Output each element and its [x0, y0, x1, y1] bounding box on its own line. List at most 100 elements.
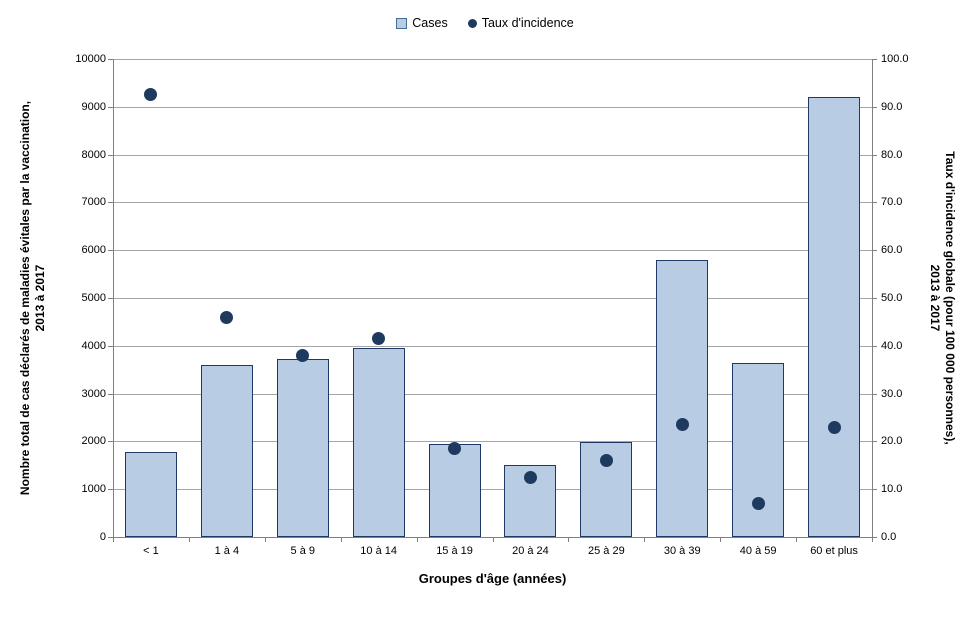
right-axis-tick-label: 90.0: [881, 100, 903, 113]
right-axis-tick: [872, 537, 877, 538]
x-axis-tick: [644, 537, 646, 542]
left-axis-tick-label: 1000: [81, 483, 106, 496]
right-axis-tick-label: 30.0: [881, 387, 903, 400]
right-axis-tick-label: 50.0: [881, 292, 903, 304]
x-axis-tick: [264, 537, 266, 542]
x-axis-tick: [188, 537, 190, 542]
x-axis-tick: [340, 537, 342, 542]
left-axis-tick-label: 7000: [81, 196, 106, 209]
taux-incidence-dot[interactable]: [675, 418, 689, 432]
taux-incidence-dot[interactable]: [448, 442, 462, 456]
right-axis-tick: [872, 202, 877, 204]
left-axis-tick-label: 2000: [81, 435, 106, 448]
bar[interactable]: [732, 363, 785, 537]
cases-swatch-icon: [396, 17, 408, 29]
x-axis-category-label: < 1: [143, 545, 159, 557]
right-axis-tick: [872, 489, 877, 491]
left-axis-tick-label: 4000: [81, 339, 106, 352]
right-axis-tick-label: 60.0: [881, 244, 903, 257]
gridline: [113, 441, 872, 443]
left-axis-tick-label: 5000: [81, 292, 106, 304]
right-axis-tick: [872, 106, 877, 108]
left-axis-tick-label: 10000: [75, 53, 106, 65]
bar[interactable]: [352, 348, 405, 537]
taux-incidence-dot[interactable]: [372, 332, 386, 346]
x-axis-tick: [492, 537, 494, 542]
x-axis-tick: [416, 537, 418, 542]
left-axis-tick: [108, 202, 113, 204]
bar[interactable]: [276, 359, 329, 537]
gridline: [113, 106, 872, 108]
bar[interactable]: [656, 260, 709, 537]
taux-swatch-icon: [467, 18, 477, 28]
right-axis-tick: [872, 393, 877, 395]
left-axis-tick: [108, 393, 113, 395]
taux-incidence-dot[interactable]: [751, 497, 765, 511]
bar[interactable]: [200, 364, 253, 537]
x-axis-category-label: 10 à 14: [360, 545, 397, 557]
bar[interactable]: [580, 442, 633, 537]
gridline: [113, 393, 872, 395]
right-axis-line: [872, 59, 873, 537]
left-axis-tick-label: 8000: [81, 148, 106, 161]
right-axis-tick-label: 0.0: [881, 531, 897, 543]
taux-incidence-dot[interactable]: [523, 470, 537, 484]
legend-item-taux[interactable]: Taux d'incidence: [467, 16, 574, 30]
gridline: [113, 202, 872, 204]
right-axis-tick-label: 20.0: [881, 435, 903, 448]
left-axis-tick-label: 6000: [81, 244, 106, 257]
x-axis-category-label: 20 à 24: [512, 545, 549, 557]
taux-incidence-dot[interactable]: [144, 88, 158, 102]
left-axis-tick: [108, 537, 113, 538]
left-axis-tick: [108, 441, 113, 443]
left-axis-tick: [108, 154, 113, 156]
x-axis-tick: [796, 537, 798, 542]
right-axis-tick-label: 70.0: [881, 196, 903, 209]
x-axis-category-label: 30 à 39: [663, 545, 701, 557]
left-axis-tick-label: 3000: [81, 387, 106, 400]
bar[interactable]: [428, 444, 481, 537]
gridline: [113, 298, 872, 299]
right-axis-tick: [872, 59, 877, 60]
x-axis-title: Groupes d'âge (années): [418, 571, 567, 586]
legend-item-cases[interactable]: Cases: [396, 16, 448, 30]
gridline: [113, 59, 872, 60]
x-axis-category-label: 60 et plus: [810, 545, 858, 557]
gridline: [113, 250, 872, 252]
right-axis-tick-label: 40.0: [881, 339, 903, 352]
right-axis-tick-label: 80.0: [881, 148, 903, 161]
bar[interactable]: [124, 451, 177, 537]
x-axis-tick: [872, 537, 873, 542]
x-axis-tick: [568, 537, 570, 542]
legend-label-taux: Taux d'incidence: [481, 16, 574, 30]
taux-incidence-dot[interactable]: [599, 454, 613, 468]
x-axis-category-label: 1 à 4: [214, 545, 240, 557]
left-axis-tick: [108, 298, 113, 299]
x-axis-category-label: 5 à 9: [290, 545, 315, 557]
right-axis-tick: [872, 154, 877, 156]
legend-label-cases: Cases: [412, 16, 448, 30]
right-axis-tick: [872, 298, 877, 299]
x-axis-tick: [113, 537, 114, 542]
left-axis-tick: [108, 345, 113, 347]
x-axis-category-label: 25 à 29: [587, 545, 625, 557]
right-axis-tick-label: 10.0: [881, 483, 903, 496]
left-axis-tick: [108, 59, 113, 60]
x-axis-category-label: 15 à 19: [436, 545, 473, 557]
taux-incidence-dot[interactable]: [827, 420, 841, 434]
gridline: [113, 489, 872, 491]
right-axis-tick: [872, 345, 877, 347]
left-axis-tick: [108, 489, 113, 491]
legend: Cases Taux d'incidence: [0, 16, 970, 30]
gridline: [113, 154, 872, 156]
bar[interactable]: [808, 97, 861, 537]
left-axis-tick-label: 9000: [81, 100, 106, 113]
left-axis-line: [113, 59, 114, 537]
gridline: [113, 345, 872, 347]
x-axis-tick: [720, 537, 722, 542]
left-axis-tick: [108, 250, 113, 252]
taux-incidence-dot[interactable]: [220, 310, 234, 324]
taux-incidence-dot[interactable]: [296, 348, 310, 362]
